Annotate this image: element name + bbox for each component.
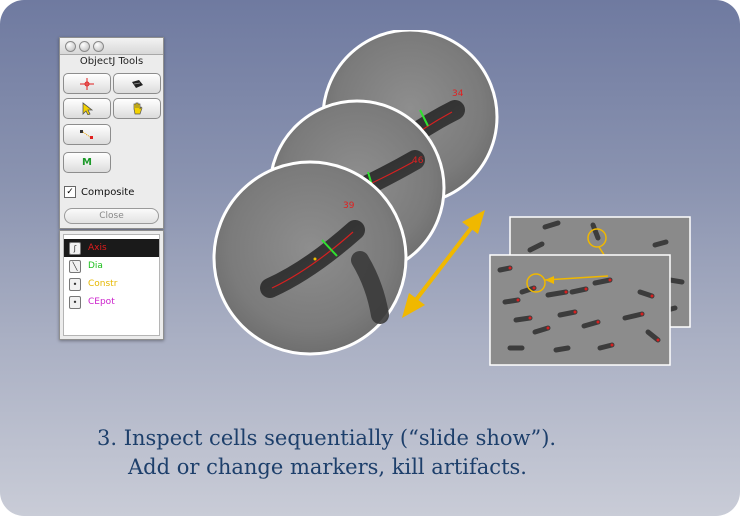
- close-window-icon[interactable]: [65, 41, 76, 52]
- zoom-window-icon[interactable]: [93, 41, 104, 52]
- marker-item-cepot[interactable]: • CEpot: [64, 293, 159, 311]
- crosshair-marker-icon: [80, 77, 94, 90]
- dot-icon: •: [69, 295, 81, 309]
- cell-inspection-figure: 34 46 39: [212, 30, 691, 366]
- m-button-label: M: [82, 157, 92, 168]
- composite-icon: ʃ: [69, 241, 81, 255]
- line-icon: ╲: [69, 259, 81, 273]
- hand-tool-button[interactable]: [113, 98, 161, 119]
- dotted-selection-button[interactable]: [63, 124, 111, 145]
- marker-item-constr[interactable]: • Constr: [64, 275, 159, 293]
- marker-types-panel: ʃ Axis ╲ Dia • Constr • CEpot: [59, 230, 164, 340]
- marker-label: Axis: [88, 243, 107, 253]
- close-button[interactable]: Close: [64, 208, 159, 224]
- marker-item-axis[interactable]: ʃ Axis: [64, 239, 159, 257]
- marker-label: Dia: [88, 261, 103, 271]
- objectj-tools-window: ObjectJ Tools: [59, 37, 164, 229]
- arrow-pointer-icon: [82, 102, 93, 115]
- eraser-tool-button[interactable]: [113, 73, 161, 94]
- marker-tool-button[interactable]: [63, 73, 111, 94]
- marker-label: Constr: [88, 279, 118, 289]
- caption-line-1: 3. Inspect cells sequentially (“slide sh…: [97, 426, 557, 450]
- cell-label: 46: [412, 156, 424, 166]
- minimize-window-icon[interactable]: [79, 41, 90, 52]
- composite-label: Composite: [81, 186, 135, 198]
- hand-icon: [133, 102, 143, 115]
- window-titlebar[interactable]: [60, 38, 163, 55]
- cell-label: 39: [343, 201, 355, 211]
- m-button[interactable]: M: [63, 152, 111, 173]
- magnified-cell-view-1[interactable]: 39: [212, 160, 408, 356]
- cell-label: 34: [452, 89, 464, 99]
- composite-checkbox-row[interactable]: ✓ Composite: [64, 186, 134, 198]
- eraser-icon: [132, 79, 143, 88]
- marker-types-list: ʃ Axis ╲ Dia • Constr • CEpot: [63, 234, 160, 336]
- double-arrow-icon: [402, 210, 485, 318]
- composite-checkbox[interactable]: ✓: [64, 186, 76, 198]
- dot-icon: •: [69, 277, 81, 291]
- window-title: ObjectJ Tools: [79, 56, 144, 67]
- caption-line-2: Add or change markers, kill artifacts.: [128, 455, 527, 479]
- select-tool-button[interactable]: [63, 98, 111, 119]
- overview-image-front[interactable]: [489, 254, 671, 366]
- marker-item-dia[interactable]: ╲ Dia: [64, 257, 159, 275]
- marker-label: CEpot: [88, 297, 115, 307]
- dotted-selection-icon: [80, 129, 93, 139]
